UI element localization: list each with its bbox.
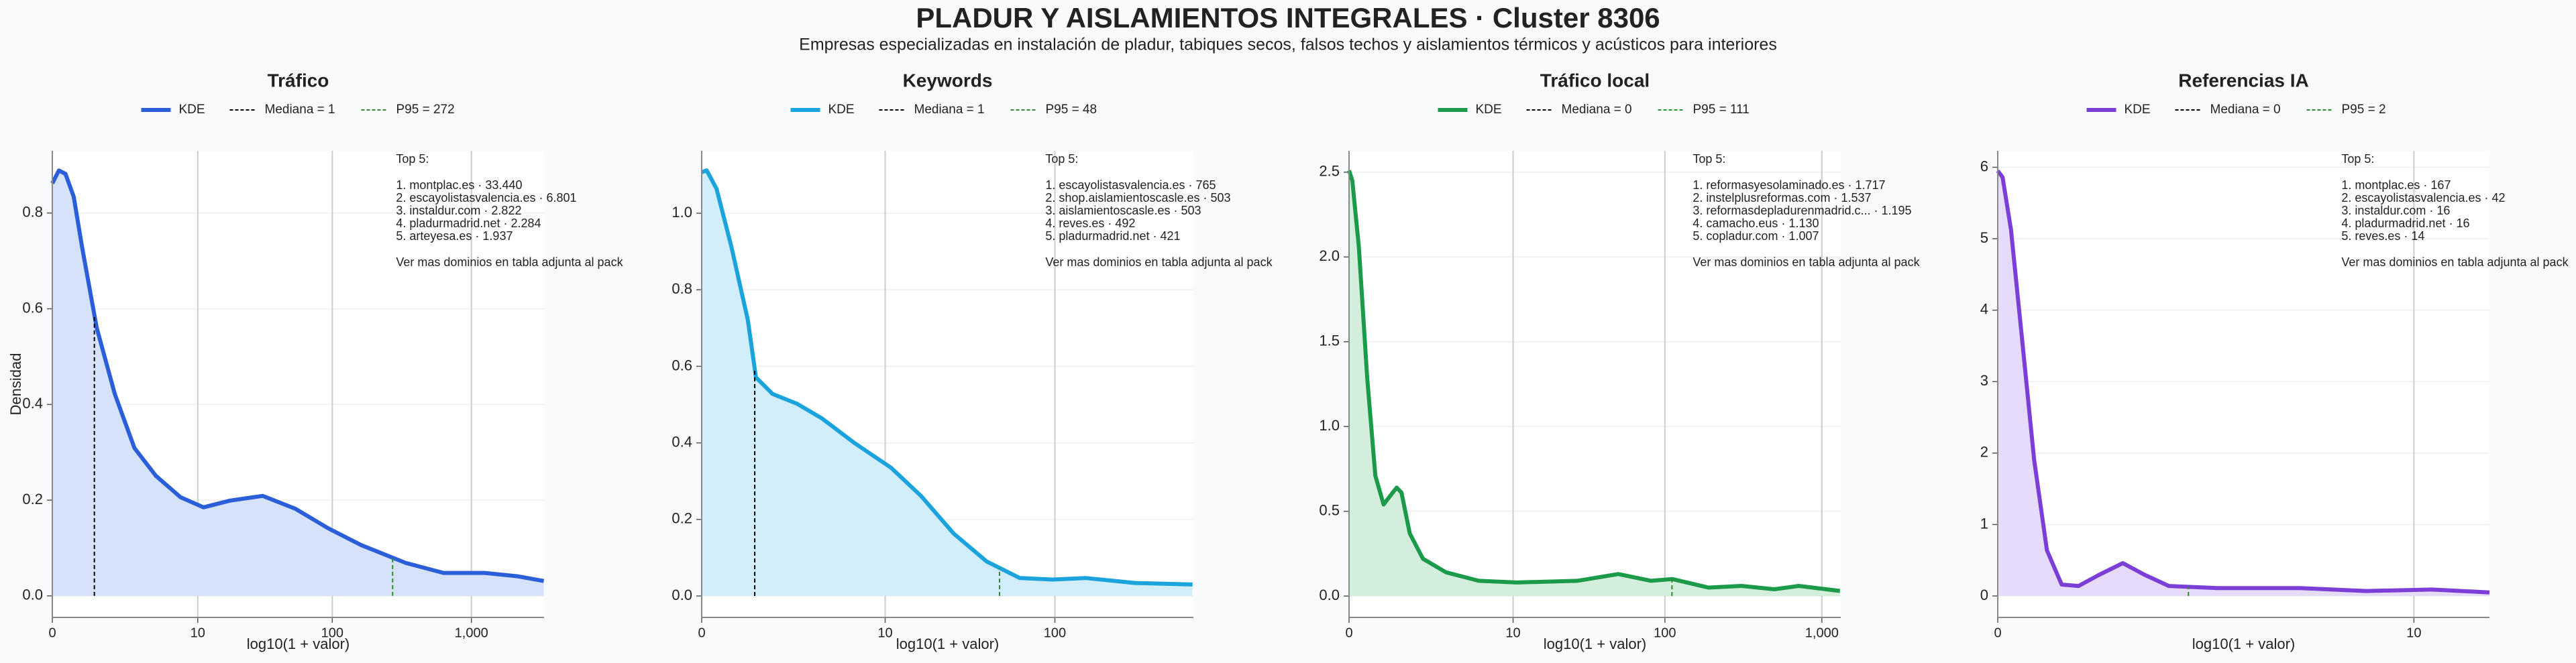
- subplot-title: Tráfico local: [1540, 70, 1650, 91]
- annotation-header: Top 5:: [1045, 152, 1078, 166]
- annotation-item: 5. copladur.com · 1.007: [1693, 229, 1819, 243]
- legend-label: P95 = 272: [396, 103, 455, 117]
- x-tick-label: 0: [698, 625, 705, 640]
- y-tick-label: 0.8: [672, 280, 692, 297]
- kde-area: [1349, 170, 1840, 597]
- kde-line: [1347, 170, 1841, 593]
- annotation-item: 1. montplac.es · 33.440: [396, 178, 522, 192]
- legend-label: P95 = 2: [2342, 103, 2386, 117]
- annotation-header: Top 5:: [396, 152, 429, 166]
- y-tick-label: 0.2: [22, 491, 43, 507]
- x-tick-label: 1,000: [455, 625, 488, 640]
- legend-label: Mediana = 0: [2210, 103, 2281, 117]
- y-tick-label: 3: [1980, 372, 1988, 389]
- annotation-item: 2. instelplusreformas.com · 1.537: [1693, 191, 1871, 204]
- subplot-title: Keywords: [903, 70, 993, 91]
- x-axis-label: log10(1 + valor): [247, 636, 350, 652]
- subplot-title: Tráfico: [268, 70, 329, 91]
- x-tick-label: 10: [2406, 625, 2421, 640]
- y-tick-label: 1: [1980, 515, 1988, 532]
- legend-label: Mediana = 0: [1562, 103, 1632, 117]
- plot-area: [1349, 151, 1841, 617]
- figure-title: PLADUR Y AISLAMIENTOS INTEGRALES · Clust…: [916, 2, 1660, 34]
- annotation-item: 5. reves.es · 14: [2341, 229, 2424, 243]
- x-axis-label: log10(1 + valor): [1544, 636, 1646, 652]
- annotation-footer: Ver mas dominios en tabla adjunta al pac…: [2341, 255, 2569, 269]
- y-axis-label: Densidad: [7, 353, 24, 416]
- y-tick-label: 0.5: [1319, 501, 1340, 518]
- annotation-item: 2. shop.aislamientoscasle.es · 503: [1045, 191, 1230, 204]
- x-tick-label: 10: [191, 625, 205, 640]
- x-tick-label: 10: [877, 625, 892, 640]
- annotation-item: 4. pladurmadrid.net · 2.284: [396, 217, 541, 230]
- y-tick-label: 1.0: [672, 204, 692, 221]
- annotation-footer: Ver mas dominios en tabla adjunta al pac…: [1693, 255, 1920, 269]
- y-tick-label: 0.6: [672, 357, 692, 373]
- annotation-item: 1. escayolistasvalencia.es · 765: [1045, 178, 1216, 192]
- annotation-item: 1. montplac.es · 167: [2341, 178, 2451, 192]
- y-tick-label: 0.8: [22, 204, 43, 221]
- x-tick-label: 1,000: [1805, 625, 1839, 640]
- legend-label: Mediana = 1: [265, 103, 335, 117]
- annotation-item: 2. escayolistasvalencia.es · 6.801: [396, 191, 576, 204]
- plot-area: [1998, 151, 2489, 617]
- annotation-item: 3. reformasdepladurenmadrid.c... · 1.195: [1693, 204, 1911, 217]
- annotation-footer: Ver mas dominios en tabla adjunta al pac…: [396, 255, 623, 269]
- legend-label: KDE: [1476, 103, 1502, 117]
- y-tick-label: 1.0: [1319, 417, 1340, 434]
- subplot-title: Referencias IA: [2178, 70, 2309, 91]
- y-tick-label: 6: [1980, 158, 1988, 174]
- figure-subtitle: Empresas especializadas en instalación d…: [799, 36, 1777, 54]
- legend-label: Mediana = 1: [914, 103, 985, 117]
- y-tick-label: 0.2: [672, 510, 692, 527]
- x-tick-label: 0: [1345, 625, 1352, 640]
- y-tick-label: 5: [1980, 229, 1988, 246]
- annotation-footer: Ver mas dominios en tabla adjunta al pac…: [1045, 255, 1273, 269]
- x-axis-label: log10(1 + valor): [2192, 636, 2295, 652]
- y-tick-label: 2.5: [1319, 163, 1340, 180]
- x-tick-label: 0: [1994, 625, 2001, 640]
- kde-line: [700, 168, 1193, 587]
- x-tick-label: 100: [1654, 625, 1676, 640]
- y-tick-label: 0.0: [22, 587, 43, 603]
- y-tick-label: 2.0: [1319, 247, 1340, 264]
- annotation-item: 3. aislamientoscasle.es · 503: [1045, 204, 1201, 217]
- legend-label: KDE: [179, 103, 205, 117]
- legend-label: P95 = 48: [1046, 103, 1097, 117]
- y-tick-label: 0.6: [22, 299, 43, 316]
- annotation-header: Top 5:: [2341, 152, 2374, 166]
- x-tick-label: 100: [321, 625, 343, 640]
- x-tick-label: 10: [1505, 625, 1520, 640]
- annotation-item: 3. instaldur.com · 16: [2341, 204, 2450, 217]
- y-tick-label: 0.4: [22, 395, 43, 412]
- annotation-item: 4. camacho.eus · 1.130: [1693, 217, 1819, 230]
- annotation-item: 4. pladurmadrid.net · 16: [2341, 217, 2469, 230]
- y-tick-label: 0: [1980, 587, 1988, 603]
- kde-line: [50, 168, 545, 583]
- kde-line: [1996, 170, 2490, 595]
- x-axis-label: log10(1 + valor): [896, 636, 999, 652]
- legend-label: P95 = 111: [1693, 103, 1750, 117]
- x-tick-label: 0: [48, 625, 56, 640]
- annotation-item: 1. reformasyesolaminado.es · 1.717: [1693, 178, 1885, 192]
- y-tick-label: 0.4: [672, 433, 692, 450]
- legend-label: KDE: [828, 103, 855, 117]
- y-tick-label: 1.5: [1319, 333, 1340, 349]
- y-tick-label: 4: [1980, 300, 1988, 317]
- y-tick-label: 2: [1980, 444, 1988, 461]
- annotation-item: 3. instaldur.com · 2.822: [396, 204, 521, 217]
- y-tick-label: 0.0: [1319, 587, 1340, 603]
- x-tick-label: 100: [1044, 625, 1066, 640]
- y-tick-label: 0.0: [672, 587, 692, 603]
- annotation-item: 2. escayolistasvalencia.es · 42: [2341, 191, 2505, 204]
- annotation-item: 4. reves.es · 492: [1045, 217, 1135, 230]
- annotation-header: Top 5:: [1693, 152, 1725, 166]
- kde-area: [702, 170, 1193, 597]
- legend-label: KDE: [2125, 103, 2151, 117]
- annotation-item: 5. pladurmadrid.net · 421: [1045, 229, 1180, 243]
- annotation-item: 5. arteyesa.es · 1.937: [396, 229, 513, 243]
